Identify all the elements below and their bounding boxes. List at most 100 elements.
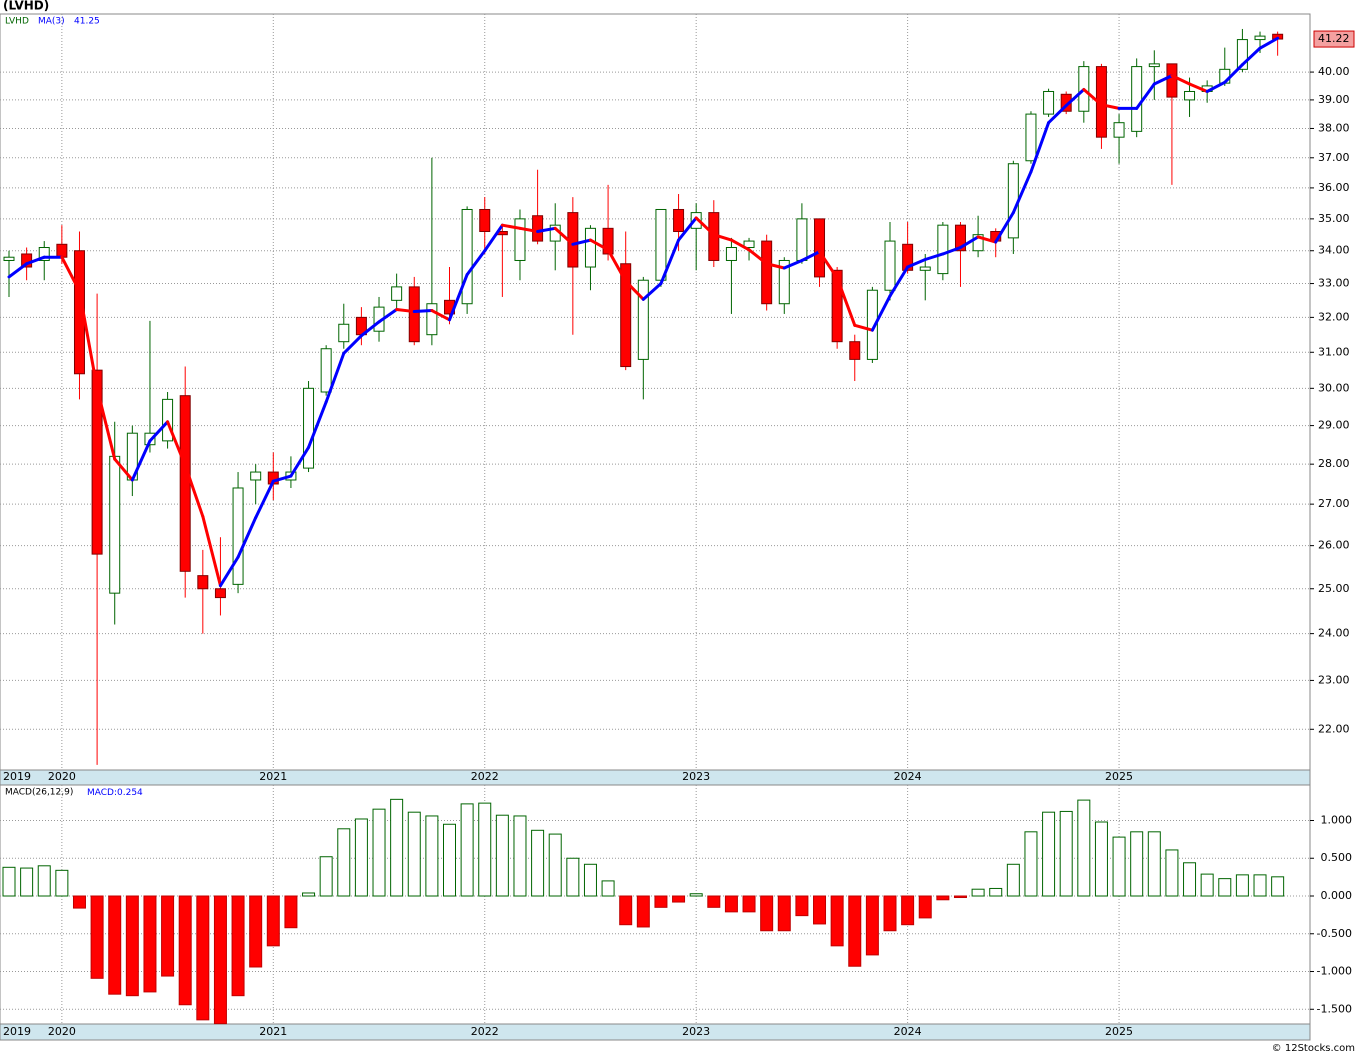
ma-line	[1047, 104, 1068, 125]
ma-line	[1152, 74, 1174, 86]
macd-bar	[566, 857, 580, 897]
ma-line	[1064, 88, 1086, 108]
ma-line	[218, 555, 240, 588]
macd-bar	[601, 880, 615, 897]
macd-bar	[249, 895, 263, 968]
ma-line	[430, 309, 451, 322]
macd-bar	[707, 895, 721, 908]
macd-bar	[1130, 831, 1144, 897]
macd-bar	[672, 895, 686, 903]
ma-line	[324, 351, 346, 404]
candle-body	[690, 212, 702, 229]
ma-line	[835, 276, 857, 327]
candle-body	[673, 208, 685, 233]
macd-bar	[883, 895, 897, 932]
y-tick-label: 32.00	[1318, 310, 1350, 323]
ma-line	[906, 257, 927, 269]
macd-bar	[20, 867, 34, 897]
macd-bar	[1094, 821, 1108, 897]
candle-body	[38, 247, 50, 261]
y-tick-label: 36.00	[1318, 181, 1350, 194]
macd-bar	[548, 833, 562, 897]
ma-line	[976, 235, 998, 244]
legend-ma: MA(3)	[38, 17, 65, 27]
macd-bar	[1218, 878, 1232, 897]
macd-bar	[918, 895, 932, 919]
ma-line	[148, 420, 170, 443]
candle-body	[954, 224, 966, 252]
footer: © 12Stocks.com	[1272, 1043, 1355, 1054]
last-price-box	[1313, 30, 1355, 48]
ma-line	[166, 420, 187, 467]
candle-body	[743, 240, 755, 249]
candle-body	[1236, 39, 1248, 70]
ma-line	[1099, 103, 1121, 110]
macd-bar	[777, 895, 791, 932]
candle-body	[849, 341, 861, 360]
macd-bar	[830, 895, 844, 947]
ma-line	[1011, 170, 1033, 215]
y-tick-label: 27.00	[1318, 497, 1350, 510]
candle-body	[902, 243, 914, 271]
ma-line	[641, 282, 663, 301]
macd-bar	[989, 887, 1003, 897]
ma-line	[236, 516, 258, 559]
ma-line	[1223, 63, 1244, 84]
macd-bar	[495, 814, 509, 897]
candle-body	[1131, 66, 1143, 132]
ma-line	[1205, 80, 1227, 93]
ma-line	[130, 439, 152, 482]
macd-bar	[1235, 874, 1249, 897]
x-tick-label: 2024	[894, 770, 922, 783]
y-tick-label: 29.00	[1318, 419, 1350, 432]
x-tick-label: 2025	[1105, 770, 1133, 783]
candle-body	[91, 369, 103, 555]
y-tick-label: 25.00	[1318, 582, 1350, 595]
y-tick-label: 28.00	[1318, 457, 1350, 470]
x-tick-label: 2021	[259, 1025, 287, 1038]
macd-bar	[971, 888, 985, 897]
candle-body	[338, 323, 350, 343]
ma-line	[888, 265, 910, 298]
candle-body	[655, 208, 667, 281]
ma-line	[25, 255, 46, 266]
macd-bar	[1024, 831, 1038, 897]
macd-bar	[636, 895, 650, 928]
macd-bar	[354, 818, 368, 897]
macd-bar	[143, 895, 157, 993]
ma-line	[465, 249, 487, 277]
candle-body	[725, 247, 737, 261]
candle-body	[620, 263, 632, 368]
y-tick-label: 1.000	[1321, 813, 1353, 826]
x-tick-label: 2023	[682, 770, 710, 783]
macd-bar	[390, 798, 404, 897]
y-tick-label: 22.00	[1318, 722, 1350, 735]
ma-line	[677, 216, 698, 242]
candle-body	[796, 218, 808, 261]
macd-bar	[1200, 873, 1214, 897]
candle-body	[778, 259, 790, 305]
x-tick-label: 2020	[48, 770, 76, 783]
ma-line	[765, 262, 786, 270]
x-tick-label: 2022	[471, 770, 499, 783]
candle-body	[320, 348, 332, 393]
macd-bar	[319, 856, 333, 897]
ma-line	[359, 320, 381, 338]
macd-bar	[1077, 799, 1091, 897]
y-tick-label: 30.00	[1318, 381, 1350, 394]
ma-line	[1082, 88, 1103, 107]
x-tick-label: 2019	[3, 1025, 31, 1038]
ma-line	[782, 258, 804, 270]
macd-bar	[1147, 831, 1161, 897]
macd-bar	[813, 895, 827, 925]
macd-bar	[760, 895, 774, 932]
candle-body	[584, 227, 596, 268]
macd-bar	[425, 815, 439, 897]
ma-line	[271, 474, 293, 483]
macd-bar	[196, 895, 210, 1021]
macd-bar	[1006, 863, 1020, 897]
ma-line	[1258, 36, 1280, 50]
candle-body	[214, 588, 226, 599]
candle-body	[1148, 63, 1160, 68]
